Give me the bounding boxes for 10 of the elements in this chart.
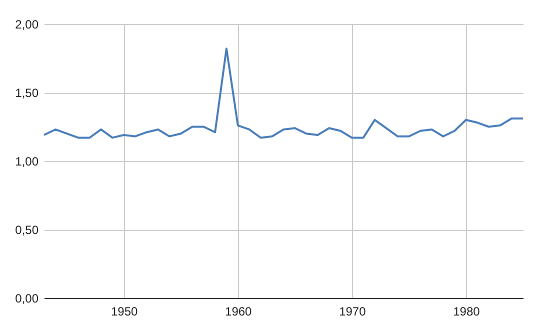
x-tick-label: 1950 (110, 304, 138, 318)
x-tick-label: 1980 (453, 304, 480, 318)
y-tick-label: 2,00 (15, 18, 39, 32)
y-tick-label: 1,50 (15, 86, 39, 100)
y-tick-label: 0,00 (15, 292, 39, 306)
x-tick-label: 1970 (339, 304, 366, 318)
x-tick-label: 1960 (225, 304, 252, 318)
y-tick-label: 0,50 (15, 223, 39, 237)
y-tick-label: 1,00 (15, 154, 39, 168)
line-series (43, 48, 524, 139)
